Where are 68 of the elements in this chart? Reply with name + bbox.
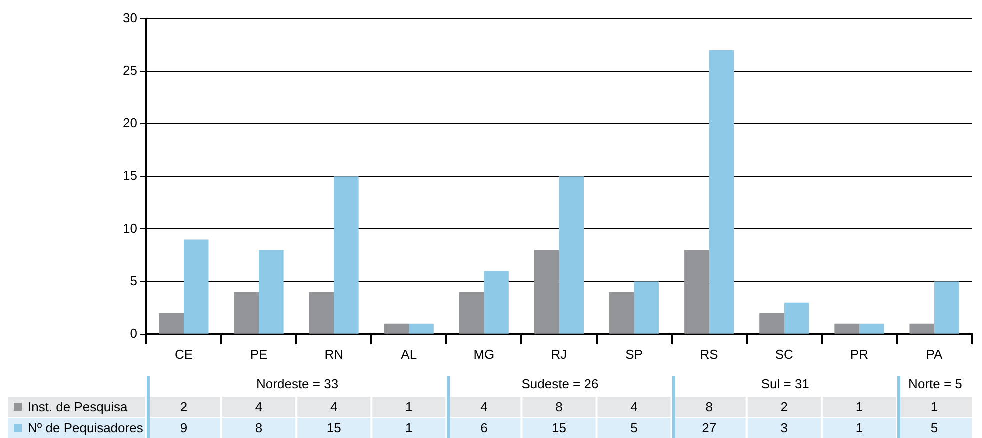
data-label: 4 <box>480 400 488 415</box>
bar <box>159 313 184 334</box>
data-label: 1 <box>856 400 864 415</box>
bar <box>610 292 634 334</box>
bar <box>834 324 860 334</box>
bar <box>760 313 784 334</box>
data-label: 8 <box>706 400 713 415</box>
text: Norte = 5 <box>908 376 962 392</box>
data-label: 6 <box>480 420 488 436</box>
data-label: 1 <box>406 400 413 415</box>
bar <box>910 324 934 334</box>
data-label: 8 <box>556 400 563 415</box>
data-label: 2 <box>180 400 188 415</box>
data-label: 5 <box>630 420 638 436</box>
legend-label: Nº de Pequisadores <box>28 420 144 436</box>
bar <box>934 282 960 334</box>
y-tick-label: 30 <box>122 10 138 26</box>
bar <box>334 176 359 334</box>
bar <box>409 324 434 334</box>
data-label: 1 <box>856 420 864 436</box>
data-label: 15 <box>326 420 342 436</box>
text: Sudeste = 26 <box>522 376 599 392</box>
y-tick-label: 0 <box>130 326 138 341</box>
y-tick-label: 15 <box>122 168 138 184</box>
bar <box>559 176 584 334</box>
data-label: 27 <box>702 420 717 436</box>
bar <box>309 292 334 334</box>
data-label: 5 <box>930 420 938 436</box>
x-tick-label: SP <box>626 346 643 362</box>
data-label: 2 <box>780 400 788 415</box>
y-tick-label: 20 <box>122 116 138 131</box>
data-label: 4 <box>330 400 338 415</box>
bar <box>459 292 484 334</box>
data-label: 9 <box>180 420 188 436</box>
y-tick-label: 10 <box>122 220 138 236</box>
text: Sul = 31 <box>761 376 810 392</box>
x-tick-label: RJ <box>551 346 568 362</box>
data-label: 1 <box>406 420 413 436</box>
x-tick-label: MG <box>474 346 495 362</box>
data-label: 3 <box>780 420 788 436</box>
x-tick-label: CE <box>174 346 194 362</box>
bar <box>709 50 734 334</box>
data-label: 8 <box>255 420 263 436</box>
data-label: 15 <box>552 420 566 436</box>
x-tick-label: PA <box>926 346 943 362</box>
x-tick-label: RS <box>700 346 719 362</box>
bar <box>784 302 810 334</box>
bar <box>384 324 410 334</box>
x-tick-label: AL <box>401 346 418 362</box>
data-label: 4 <box>630 400 638 415</box>
x-tick-label: SC <box>775 346 794 362</box>
bar <box>534 250 560 334</box>
bar <box>259 250 284 334</box>
legend-label: Inst. de Pesquisa <box>28 400 128 415</box>
bar <box>234 292 260 334</box>
x-tick-label: RN <box>324 346 344 362</box>
bar <box>859 324 884 334</box>
x-tick-label: PR <box>850 346 868 362</box>
bar <box>484 271 509 334</box>
y-tick-label: 25 <box>122 62 138 78</box>
y-tick-label: 5 <box>130 273 138 288</box>
bar <box>684 250 710 334</box>
text: Nordeste = 33 <box>256 376 339 392</box>
x-tick-label: PE <box>250 346 268 362</box>
data-label: 4 <box>255 400 263 415</box>
data-label: 1 <box>930 400 938 415</box>
bar <box>184 240 209 334</box>
bar <box>634 282 660 334</box>
